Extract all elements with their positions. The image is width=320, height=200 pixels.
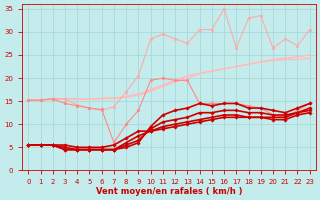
X-axis label: Vent moyen/en rafales ( km/h ): Vent moyen/en rafales ( km/h ) xyxy=(96,187,242,196)
